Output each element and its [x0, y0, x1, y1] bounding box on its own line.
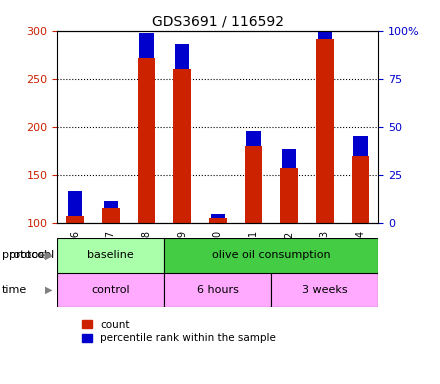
Bar — [138, 58, 155, 223]
Bar — [282, 149, 296, 168]
Text: ▶: ▶ — [45, 250, 53, 260]
Bar — [353, 136, 368, 156]
Title: GDS3691 / 116592: GDS3691 / 116592 — [152, 14, 284, 28]
Bar — [68, 191, 82, 216]
Bar — [211, 214, 225, 218]
Text: control: control — [92, 285, 130, 295]
Text: 6 hours: 6 hours — [197, 285, 239, 295]
Bar — [164, 273, 271, 307]
Bar — [175, 44, 189, 69]
Text: protocol: protocol — [9, 250, 54, 260]
Text: olive oil consumption: olive oil consumption — [212, 250, 330, 260]
Bar — [139, 33, 154, 58]
Bar — [57, 273, 164, 307]
Bar — [316, 40, 334, 223]
Text: protocol: protocol — [2, 250, 48, 260]
Bar — [246, 131, 260, 146]
Text: ▶: ▶ — [45, 285, 53, 295]
Text: baseline: baseline — [88, 250, 134, 260]
Bar — [352, 156, 370, 223]
Legend: count, percentile rank within the sample: count, percentile rank within the sample — [81, 320, 276, 343]
Bar — [103, 200, 118, 208]
Bar — [164, 238, 378, 273]
Bar — [66, 216, 84, 223]
Bar — [280, 168, 298, 223]
Bar — [57, 238, 164, 273]
Bar — [318, 15, 332, 40]
Bar — [102, 208, 120, 223]
Text: 3 weeks: 3 weeks — [302, 285, 348, 295]
Bar — [173, 69, 191, 223]
Bar — [209, 218, 227, 223]
Bar — [245, 146, 262, 223]
Text: time: time — [2, 285, 27, 295]
Bar — [271, 273, 378, 307]
